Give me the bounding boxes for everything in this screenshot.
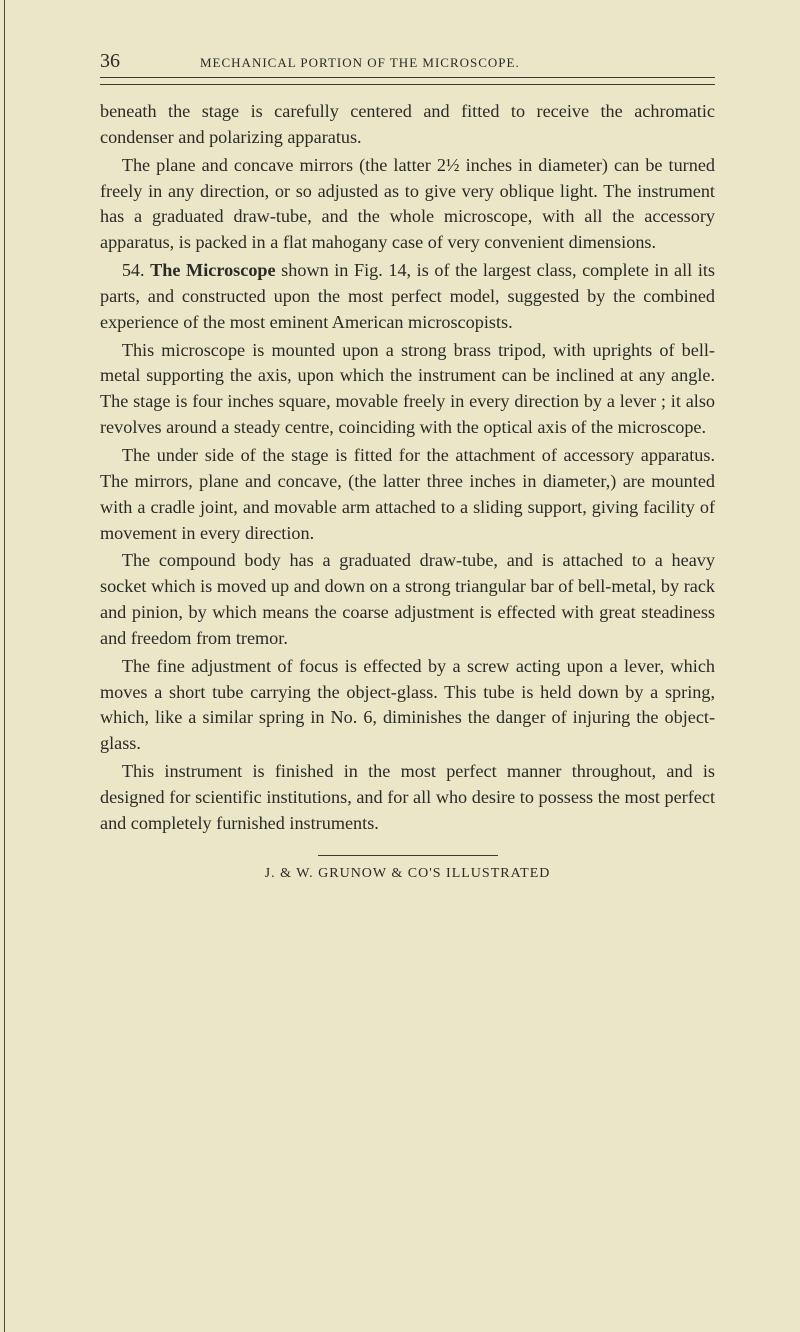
paragraph: The under side of the stage is fitted fo… xyxy=(100,443,715,546)
document-page: 36 MECHANICAL PORTION OF THE MICROSCOPE.… xyxy=(0,0,800,922)
page-edge-line xyxy=(0,0,5,1332)
paragraph: The plane and concave mirrors (the latte… xyxy=(100,153,715,256)
paragraph: beneath the stage is carefully centered … xyxy=(100,99,715,151)
paragraph: The compound body has a graduated draw-t… xyxy=(100,548,715,651)
body-text: beneath the stage is carefully centered … xyxy=(100,99,715,837)
paragraph: This instrument is finished in the most … xyxy=(100,759,715,837)
section-heading-bold: The Microscope xyxy=(150,260,275,280)
section-number: 54. xyxy=(122,260,150,280)
page-header: 36 MECHANICAL PORTION OF THE MICROSCOPE. xyxy=(100,50,715,78)
page-number: 36 xyxy=(100,50,120,73)
paragraph-numbered: 54. The Microscope shown in Fig. 14, is … xyxy=(100,258,715,336)
header-rule xyxy=(100,84,715,85)
footer-text: J. & W. GRUNOW & CO'S ILLUSTRATED xyxy=(100,866,715,882)
footer-rule xyxy=(318,855,498,856)
running-head: MECHANICAL PORTION OF THE MICROSCOPE. xyxy=(200,55,520,71)
paragraph: This microscope is mounted upon a strong… xyxy=(100,338,715,441)
paragraph: The fine adjustment of focus is effected… xyxy=(100,654,715,757)
